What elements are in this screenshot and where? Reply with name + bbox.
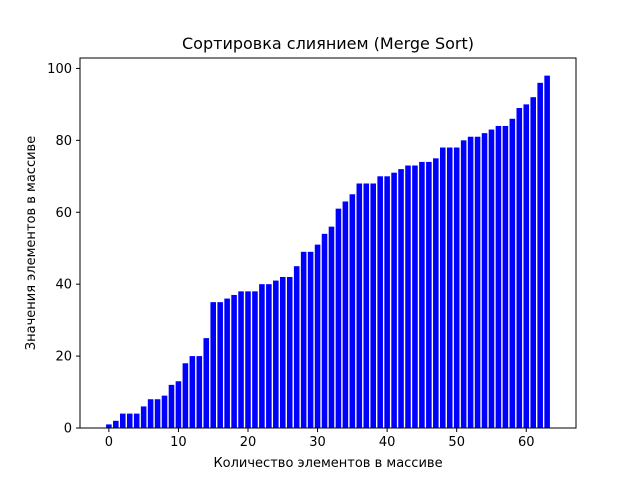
bar xyxy=(113,420,119,428)
bar xyxy=(509,118,516,429)
x-tick-label: 30 xyxy=(309,435,326,450)
bar xyxy=(530,97,536,428)
bar xyxy=(224,298,230,428)
x-tick-label: 10 xyxy=(170,435,187,450)
bar xyxy=(502,125,509,429)
y-tick-label: 80 xyxy=(55,134,72,149)
bar xyxy=(140,406,147,428)
bar xyxy=(398,169,404,429)
bar xyxy=(245,291,251,428)
chart-title: Сортировка слиянием (Merge Sort) xyxy=(182,34,474,53)
y-tick-label: 20 xyxy=(55,350,72,365)
x-tick-label: 40 xyxy=(379,435,396,450)
bar xyxy=(161,395,168,428)
bar xyxy=(356,183,363,428)
y-tick-label: 40 xyxy=(55,278,72,293)
bar xyxy=(495,125,502,429)
bar xyxy=(203,338,210,428)
bar xyxy=(349,194,356,428)
bar xyxy=(252,291,258,428)
bar xyxy=(238,291,244,428)
x-axis-label: Количество элементов в массиве xyxy=(213,456,442,471)
bar xyxy=(273,280,279,428)
y-axis-ticks: 0 20 40 60 80 100 xyxy=(47,62,80,437)
bar xyxy=(405,165,411,428)
x-tick-label: 60 xyxy=(518,435,535,450)
bar xyxy=(391,172,397,428)
bar xyxy=(106,424,112,428)
bar xyxy=(474,136,481,429)
y-axis-label: Значения элементов в массиве xyxy=(24,136,39,350)
bar xyxy=(440,147,446,429)
bar xyxy=(426,161,432,428)
bar xyxy=(314,244,321,428)
bar xyxy=(488,129,495,428)
y-tick-label: 60 xyxy=(55,206,72,221)
bar xyxy=(537,82,543,429)
bar xyxy=(481,133,488,428)
bar xyxy=(300,251,307,428)
bar xyxy=(231,294,237,428)
x-tick-label: 0 xyxy=(105,435,113,450)
bar xyxy=(175,381,182,428)
bar xyxy=(266,284,272,428)
bar xyxy=(133,413,140,428)
bar xyxy=(147,399,154,428)
bar xyxy=(453,147,460,429)
bar xyxy=(384,176,390,428)
bars-group xyxy=(106,75,550,429)
bar xyxy=(210,302,216,428)
bar xyxy=(328,226,335,428)
bar xyxy=(120,413,126,428)
bar xyxy=(523,104,530,429)
bar xyxy=(342,201,349,428)
bar xyxy=(419,161,425,428)
bar xyxy=(335,208,342,428)
bar xyxy=(189,356,196,428)
bar xyxy=(467,136,474,429)
bar xyxy=(446,147,453,429)
bar xyxy=(154,399,161,428)
x-tick-label: 20 xyxy=(240,435,257,450)
bar xyxy=(363,183,370,428)
x-axis-ticks: 0 10 20 30 40 50 60 xyxy=(105,428,535,450)
bar xyxy=(433,158,439,429)
bar xyxy=(544,75,550,428)
bar xyxy=(412,165,418,428)
bar xyxy=(126,413,133,428)
bar xyxy=(307,251,314,428)
bar xyxy=(321,233,328,428)
bar xyxy=(168,384,175,428)
bar xyxy=(516,107,523,428)
bar xyxy=(259,284,265,428)
bar xyxy=(370,183,376,428)
y-tick-label: 0 xyxy=(64,422,72,437)
bar xyxy=(377,176,383,428)
bar xyxy=(460,140,467,428)
bar xyxy=(293,266,300,428)
bar xyxy=(182,363,189,428)
bar xyxy=(280,276,286,428)
plot-frame xyxy=(79,57,577,429)
bar xyxy=(217,302,223,428)
x-tick-label: 50 xyxy=(448,435,465,450)
y-tick-label: 100 xyxy=(47,62,72,77)
bar xyxy=(286,276,293,428)
bar xyxy=(196,356,203,428)
